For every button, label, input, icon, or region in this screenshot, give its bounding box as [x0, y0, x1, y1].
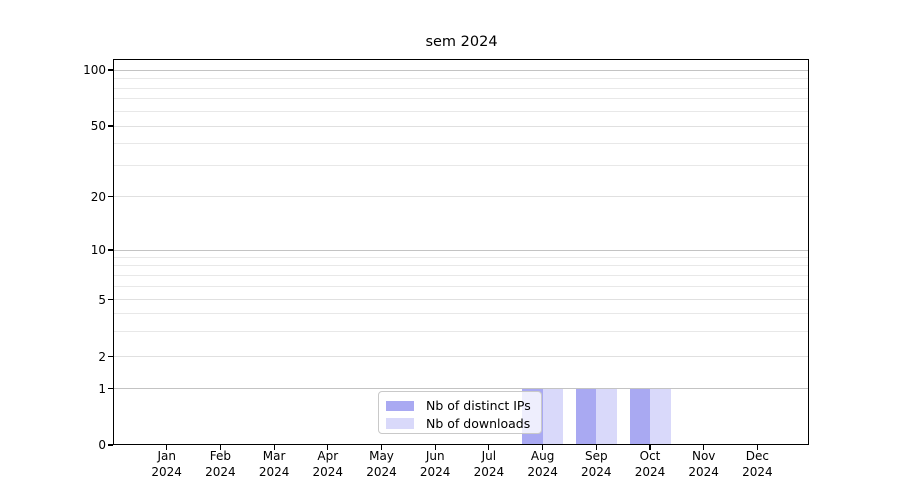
x-tick-mar	[273, 445, 275, 450]
legend-item-distinct-ips: Nb of distinct IPs	[386, 398, 541, 414]
gridline-50	[114, 125, 809, 127]
gridline-5	[114, 299, 809, 301]
x-tick-label-dec: Dec 2024	[742, 449, 773, 479]
major-gridline-10	[114, 249, 809, 251]
y-tick-label-50: 50	[90, 119, 106, 133]
minor-gridline	[114, 98, 809, 100]
x-tick-label-apr: Apr 2024	[312, 449, 344, 479]
minor-gridline	[114, 330, 809, 332]
legend-item-downloads: Nb of downloads	[386, 416, 541, 432]
x-tick-oct	[649, 445, 651, 450]
x-tick-label-mar: Mar 2024	[258, 449, 290, 479]
y-tick-label-100: 100	[83, 63, 106, 77]
minor-gridline	[114, 265, 809, 267]
minor-gridline	[114, 87, 809, 89]
y-tick-10	[108, 249, 113, 251]
x-tick-label-may: May 2024	[366, 449, 397, 479]
y-tick-label-1: 1	[98, 381, 106, 396]
minor-gridline	[114, 142, 809, 144]
minor-gridline	[114, 164, 809, 166]
y-tick-20	[108, 196, 113, 198]
x-tick-jul	[488, 445, 490, 450]
bar-oct-downloads	[650, 388, 671, 445]
y-tick-label-5: 5	[98, 292, 106, 307]
y-tick-1	[108, 387, 113, 390]
legend-swatch-distinct-ips	[386, 400, 414, 412]
major-gridline-100	[114, 69, 809, 71]
bar-sep-downloads	[596, 388, 617, 445]
gridline-2	[114, 356, 809, 358]
legend: Nb of distinct IPs Nb of downloads	[378, 391, 542, 434]
chart-title: sem 2024	[425, 34, 498, 50]
x-tick-label-jan: Jan 2024	[151, 449, 182, 479]
minor-gridline	[114, 110, 809, 112]
y-tick-label-0: 0	[98, 438, 106, 452]
y-tick-label-20: 20	[90, 189, 106, 204]
bar-oct-distinct-ips	[629, 388, 650, 445]
y-tick-5	[108, 299, 113, 301]
x-tick-jan	[166, 445, 168, 450]
gridline-20	[114, 196, 809, 198]
x-tick-dec	[756, 445, 758, 450]
x-tick-may	[380, 445, 383, 450]
minor-gridline	[114, 78, 809, 79]
x-tick-apr	[327, 445, 329, 450]
y-tick-50	[108, 125, 113, 127]
y-tick-100	[108, 69, 113, 71]
x-tick-aug	[542, 445, 544, 450]
bar-sep-distinct-ips	[575, 388, 597, 445]
x-tick-label-oct: Oct 2024	[634, 449, 666, 479]
x-tick-label-feb: Feb 2024	[205, 449, 236, 479]
x-tick-label-aug: Aug 2024	[527, 449, 558, 479]
bar-aug-downloads	[542, 388, 564, 445]
x-tick-jun	[434, 445, 436, 450]
x-tick-feb	[219, 445, 221, 450]
minor-gridline	[114, 313, 809, 314]
x-tick-sep	[595, 445, 597, 450]
legend-swatch-downloads	[386, 418, 414, 429]
y-tick-2	[108, 356, 113, 358]
y-tick-label-2: 2	[98, 349, 106, 364]
x-tick-nov	[703, 445, 705, 450]
major-gridline-1	[114, 388, 809, 389]
x-tick-label-jun: Jun 2024	[419, 449, 451, 479]
minor-gridline	[114, 257, 809, 259]
x-tick-label-nov: Nov 2024	[688, 449, 719, 479]
legend-label: Nb of distinct IPs	[426, 398, 531, 413]
minor-gridline	[114, 275, 809, 277]
minor-gridline	[114, 286, 809, 288]
y-tick-label-10: 10	[90, 243, 106, 257]
y-tick-0	[108, 444, 113, 446]
x-tick-label-jul: Jul 2024	[473, 449, 505, 479]
legend-label: Nb of downloads	[426, 415, 531, 431]
x-tick-label-sep: Sep 2024	[581, 449, 612, 479]
